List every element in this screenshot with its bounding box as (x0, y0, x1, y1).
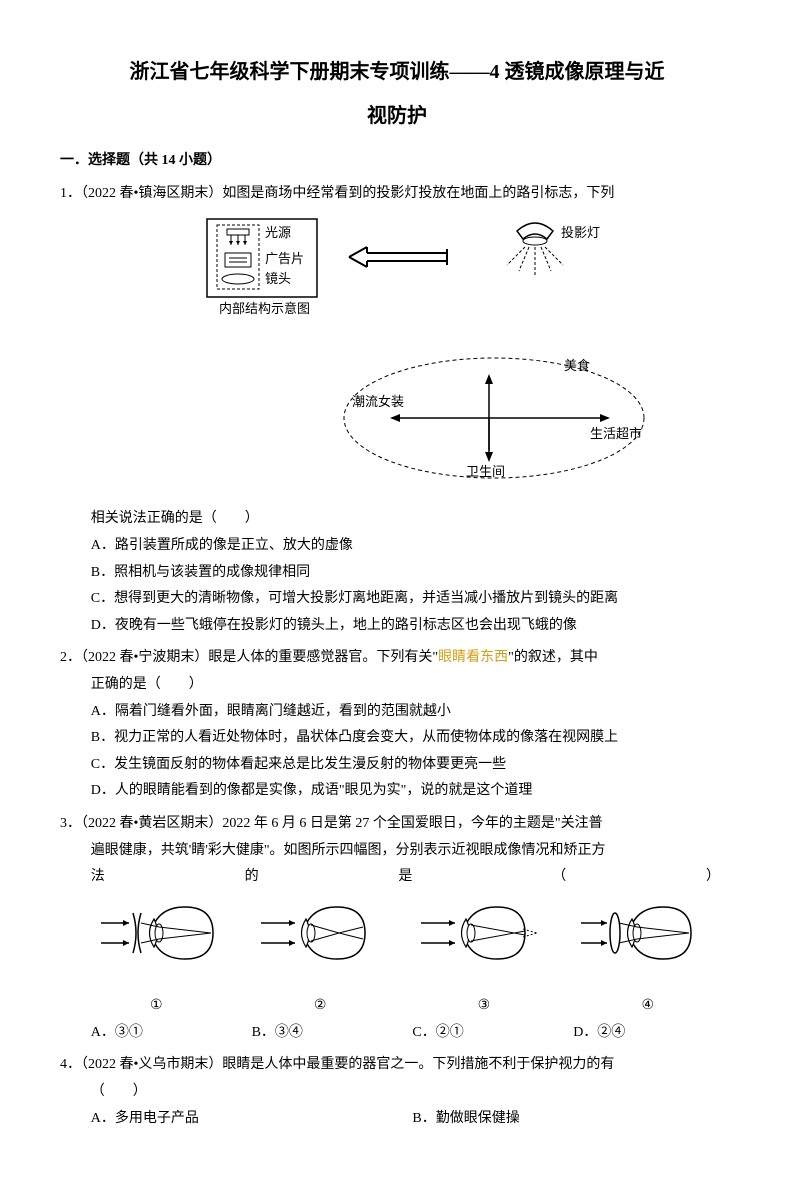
q3-la: 法 (91, 864, 105, 891)
q3-A: A．③① (91, 1020, 252, 1047)
q3-C: C．②① (412, 1020, 573, 1047)
q4-B: B．勤做眼保健操 (412, 1106, 734, 1133)
box-l1: 光源 (265, 225, 291, 240)
q1-figure-row1: 光源 广告片 镜头 内部结构示意图 投影灯 (60, 213, 734, 334)
q4-A: A．多用电子产品 (91, 1106, 413, 1133)
q3-lc: 是 (398, 864, 412, 891)
q1-figure-row2: 美食 潮流女装 生活超市 卫生间 (60, 340, 734, 501)
q3-opts: A．③① B．③④ C．②① D．②④ (60, 1020, 734, 1047)
title-line2: 视防护 (60, 94, 734, 138)
q3-B: B．③④ (252, 1020, 413, 1047)
q1-caption: 内部结构示意图 (219, 301, 310, 316)
q4-stem2: （ ） (60, 1079, 734, 1106)
q3-n3: ③ (478, 993, 491, 1020)
q2-C: C．发生镜面反射的物体看起来总是比发生漫反射的物体要更亮一些 (60, 752, 734, 779)
box-l2: 广告片 (265, 251, 304, 266)
q3-lb: 的 (245, 864, 259, 891)
q3-figure (60, 897, 734, 988)
q3-n1: ① (150, 993, 163, 1020)
q1-D: D．夜晚有一些飞蛾停在投影灯的镜头上，地上的路引标志区也会出现飞蛾的像 (60, 613, 734, 640)
q2-stem: 2．（2022 春•宁波期末）眼是人体的重要感觉器官。下列有关"眼睛看东西"的叙… (60, 645, 734, 672)
q2-s2: "的叙述，其中 (508, 650, 598, 665)
q2-D: D．人的眼睛能看到的像都是实像，成语"眼见为实"，说的就是这个道理 (60, 778, 734, 805)
proj-label: 投影灯 (561, 225, 600, 240)
q3-D: D．②④ (573, 1020, 734, 1047)
q1-B: B．照相机与该装置的成像规律相同 (60, 560, 734, 587)
q3-nums: ① ② ③ ④ (60, 993, 734, 1020)
q3-le: ） (706, 864, 720, 891)
q3-s3: 法 的 是 （ ） (60, 864, 734, 891)
sign-right: 生活超市 (590, 426, 642, 441)
sign-left: 潮流女装 (352, 394, 404, 409)
box-l3: 镜头 (265, 271, 291, 286)
q4-opts: A．多用电子产品 B．勤做眼保健操 (60, 1106, 734, 1133)
q1-stem: 1．（2022 春•镇海区期末）如图是商场中经常看到的投影灯投放在地面上的路引标… (60, 181, 734, 208)
q2-A: A．隔着门缝看外面，眼睛离门缝越近，看到的范围就越小 (60, 699, 734, 726)
q3-s2: 遍眼健康，共筑'睛'彩大健康"。如图所示四幅图，分别表示近视眼成像情况和矫正方 (60, 838, 734, 865)
q3-ld: （ (552, 864, 566, 891)
q1-A: A．路引装置所成的像是正立、放大的虚像 (60, 533, 734, 560)
title-line1: 浙江省七年级科学下册期末专项训练——4 透镜成像原理与近 (60, 50, 734, 94)
sign-down: 卫生间 (466, 464, 505, 479)
q2-s3: 正确的是（ ） (60, 672, 734, 699)
q1-C: C．想得到更大的清晰物像，可增大投影灯离地距离，并适当减小播放片到镜头的距离 (60, 586, 734, 613)
q3-n4: ④ (641, 993, 654, 1020)
section-heading: 一．选择题（共 14 小题） (60, 148, 734, 175)
q3-n2: ② (314, 993, 327, 1020)
q2-colored: 眼睛看东西 (438, 650, 508, 665)
sign-up: 美食 (564, 358, 590, 373)
q2-B: B．视力正常的人看近处物体时，晶状体凸度会变大，从而使物体成的像落在视网膜上 (60, 725, 734, 752)
q2-s1: 2．（2022 春•宁波期末）眼是人体的重要感觉器官。下列有关" (60, 650, 438, 665)
q3-s1: 3．（2022 春•黄岩区期末）2022 年 6 月 6 日是第 27 个全国爱… (60, 811, 734, 838)
q1-after: 相关说法正确的是（ ） (60, 506, 734, 533)
q4-stem: 4．（2022 春•义乌市期末）眼睛是人体中最重要的器官之一。下列措施不利于保护… (60, 1052, 734, 1079)
